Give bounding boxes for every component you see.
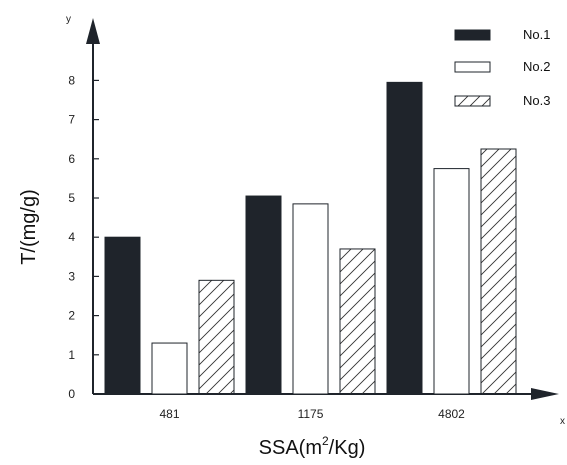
y-tick-label: 6 (68, 152, 75, 166)
x-category-label: 4802 (438, 407, 465, 421)
x-axis-arrow (531, 388, 559, 400)
legend-label-no1: No.1 (523, 27, 550, 42)
x-labels: 481 1175 4802 (159, 407, 465, 421)
y-tick-label: 3 (68, 269, 75, 283)
y-tick-label: 1 (68, 348, 75, 362)
bar-no2-481 (151, 342, 188, 395)
bars (104, 81, 517, 395)
y-tick-label: 7 (68, 113, 75, 127)
x-axis-char: x (560, 416, 565, 427)
y-tick-label: 8 (68, 73, 75, 87)
y-tick-label: 5 (68, 191, 75, 205)
x-category-label: 481 (159, 407, 179, 421)
legend-label-no2: No.2 (523, 59, 550, 74)
bar-no3-1175 (339, 248, 376, 395)
y-tick-label: 4 (68, 230, 75, 244)
bar-no1-481 (104, 236, 141, 395)
y-ticks: 0 1 2 3 4 5 6 7 8 (68, 73, 99, 401)
y-axis-char: y (66, 14, 71, 25)
y-axis-label: T/(mg/g) (18, 189, 40, 265)
legend: No.1 No.2 No.3 (454, 27, 550, 108)
legend-swatch-no1 (454, 29, 491, 41)
legend-label-no3: No.3 (523, 93, 550, 108)
bar-no2-1175 (292, 203, 329, 395)
x-category-label: 1175 (298, 407, 324, 421)
bar-no3-4802 (480, 148, 517, 395)
bar-no1-4802 (386, 81, 423, 395)
y-tick-label: 0 (68, 387, 75, 401)
bar-no1-1175 (245, 195, 282, 395)
x-axis-label-superscript: 2 (322, 434, 329, 448)
y-tick-label: 2 (68, 309, 75, 323)
x-axis-label: SSA(m2/Kg) (259, 434, 366, 459)
bar-no3-481 (198, 279, 235, 395)
y-axis-arrow (86, 18, 100, 44)
legend-swatch-no2 (454, 61, 491, 73)
bar-no2-4802 (433, 168, 470, 395)
legend-swatch-no3 (454, 95, 491, 107)
x-axis-label-main: SSA(m (259, 437, 322, 459)
x-axis-label-tail: /Kg) (329, 437, 366, 459)
